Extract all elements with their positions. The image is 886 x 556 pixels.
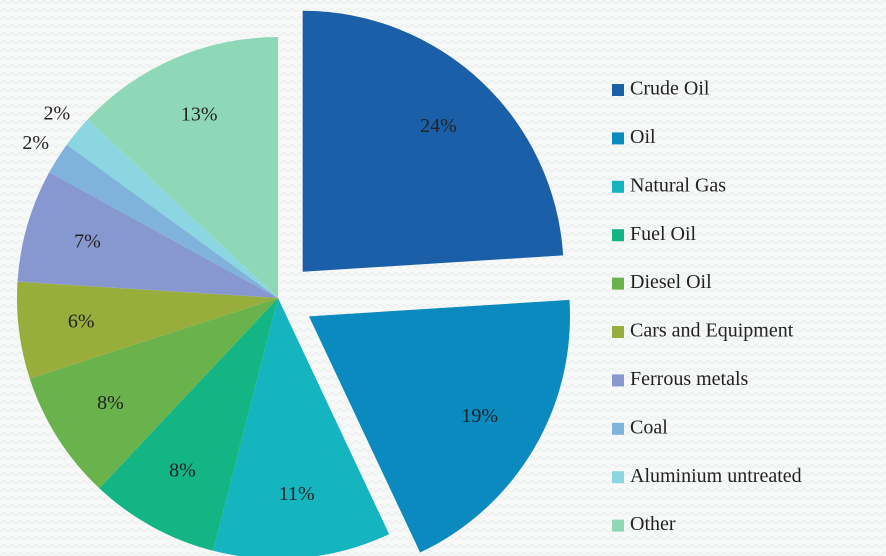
data-label: 7% <box>74 230 101 252</box>
pie-slice <box>66 119 279 298</box>
legend-label: Ferrous metals <box>630 368 749 390</box>
legend-label: Natural Gas <box>630 174 726 196</box>
legend-swatch <box>612 326 624 338</box>
legend-label: Cars and Equipment <box>630 320 794 342</box>
data-label: 24% <box>420 115 457 137</box>
pie-slice <box>308 299 570 553</box>
pie-slice <box>49 144 279 298</box>
legend-swatch <box>612 180 624 193</box>
legend-swatch <box>612 374 624 387</box>
legend-label: Coal <box>630 416 668 438</box>
legend-label: Oil <box>630 126 656 148</box>
legend-label: Aluminium untreated <box>630 465 802 487</box>
data-label: 19% <box>461 405 498 427</box>
legend-swatch <box>612 229 624 242</box>
legend-swatch <box>612 422 624 435</box>
pie-slice <box>87 37 278 298</box>
data-label: 8% <box>97 392 124 414</box>
data-label: 13% <box>181 104 218 126</box>
pie-slice <box>16 281 278 379</box>
legend-label: Diesel Oil <box>630 271 712 293</box>
legend-label: Other <box>630 513 676 535</box>
legend-swatch <box>612 471 624 484</box>
legend-swatch <box>612 84 624 96</box>
legend-label: Fuel Oil <box>630 223 697 245</box>
legend-swatch <box>612 519 624 532</box>
data-label: 8% <box>169 459 196 481</box>
pie-slice <box>17 172 279 298</box>
legend-swatch <box>612 132 624 145</box>
data-label: 2% <box>22 132 49 154</box>
pie-slice <box>99 298 278 551</box>
data-label: 11% <box>279 483 315 505</box>
data-label: 6% <box>68 310 95 332</box>
pie-slice <box>29 298 279 489</box>
legend-swatch <box>612 277 624 290</box>
pie-slice <box>213 298 390 556</box>
data-label: 2% <box>44 103 71 125</box>
pie-slice <box>302 10 564 272</box>
legend-label: Crude Oil <box>630 78 710 100</box>
